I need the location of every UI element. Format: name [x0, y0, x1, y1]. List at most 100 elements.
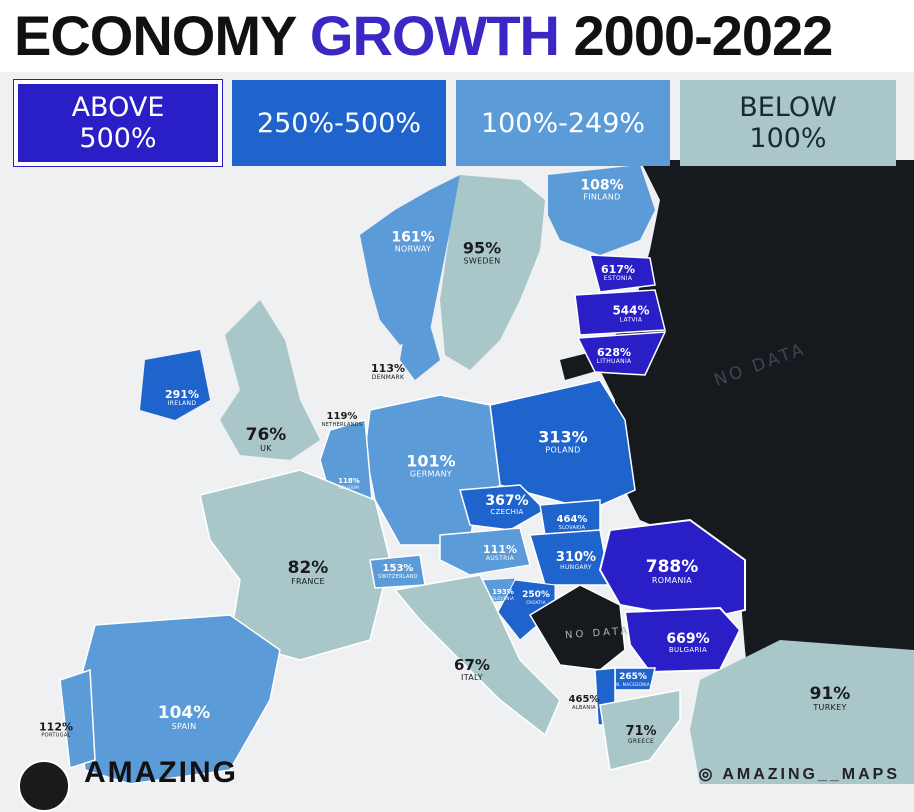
label-greece: 71% GREECE	[625, 725, 656, 745]
label-name: NETHERLANDS	[321, 422, 363, 428]
label-value: 291%	[165, 388, 199, 401]
label-value: 628%	[597, 346, 631, 359]
label-croatia: 250% CROATIA	[522, 591, 550, 605]
label-albania: 465% ALBANIA	[569, 695, 600, 711]
label-lithuania: 628% LITHUANIA	[597, 347, 632, 365]
label-romania: 788% ROMANIA	[646, 559, 699, 585]
label-estonia: 617% ESTONIA	[601, 264, 635, 282]
title-part1: ECONOMY	[14, 4, 310, 67]
label-denmark: 113% DENMARK	[371, 363, 405, 381]
label-name: DENMARK	[371, 374, 405, 381]
label-value: 193%	[492, 588, 514, 596]
label-name: SWITZERLAND	[378, 574, 418, 580]
label-value: 250%	[522, 590, 550, 600]
label-uk: 76% UK	[246, 427, 287, 453]
region-norway	[360, 175, 460, 345]
region-turkey	[690, 640, 914, 784]
label-name: ROMANIA	[651, 576, 693, 585]
label-value: 465%	[568, 694, 600, 705]
label-czechia: 367% CZECHIA	[485, 494, 528, 516]
region-italy	[393, 574, 561, 737]
label-slovenia: 193% SLOVENIA	[492, 589, 514, 601]
label-value: 82%	[287, 558, 329, 578]
legend-item-below-100: BELOW 100%	[680, 80, 896, 166]
label-value: 669%	[666, 631, 710, 647]
label-name: LATVIA	[619, 316, 643, 324]
label-france: 82% FRANCE	[288, 560, 329, 586]
label-name: TURKEY	[813, 703, 847, 712]
label-name: SWEDEN	[463, 256, 501, 266]
label-value: 108%	[580, 177, 624, 194]
label-value: 788%	[645, 557, 699, 577]
label-value: 617%	[601, 263, 635, 276]
label-netherlands: 119% NETHERLANDS	[322, 412, 363, 428]
region-france	[199, 469, 391, 661]
brand-logo-icon	[18, 760, 70, 812]
label-name: SPAIN	[171, 722, 197, 731]
label-value: 313%	[538, 427, 588, 447]
legend-item-250-500: 250%-500%	[232, 80, 446, 166]
credit-handle[interactable]: ◎ AMAZING__MAPS	[698, 766, 900, 783]
label-name: LITHUANIA	[596, 358, 632, 365]
region-czechia	[459, 484, 547, 531]
label-value: 161%	[391, 229, 435, 246]
legend-label: 500%	[79, 123, 157, 154]
legend-item-above-500: ABOVE 500%	[14, 80, 222, 166]
region-no-data-balkans	[528, 584, 626, 671]
region-sweden	[440, 175, 545, 370]
label-name: FINLAND	[583, 192, 621, 202]
legend-label: 250%-500%	[256, 107, 422, 139]
label-ireland: 291% IRELAND	[165, 389, 199, 407]
label-value: 67%	[454, 656, 490, 674]
legend-label: ABOVE	[71, 92, 165, 123]
title-bar: ECONOMY GROWTH 2000-2022	[0, 0, 914, 72]
region-austria	[439, 527, 531, 576]
label-name: POLAND	[545, 445, 581, 455]
label-switzerland: 153% SWITZERLAND	[378, 564, 418, 580]
label-name: N. MACEDONIA	[616, 682, 650, 687]
label-italy: 67% ITALY	[454, 658, 490, 682]
label-germany: 101% GERMANY	[406, 451, 456, 479]
label-value: 91%	[809, 684, 851, 704]
label-name: GERMANY	[409, 469, 453, 479]
label-value: 104%	[157, 703, 211, 723]
label-value: 111%	[483, 543, 517, 556]
label-name: SLOVAKIA	[558, 525, 586, 531]
label-value: 367%	[485, 493, 529, 509]
region-uk	[220, 300, 320, 460]
label-name: BULGARIA	[668, 646, 708, 654]
label-name: ITALY	[461, 673, 483, 682]
label-spain: 104% SPAIN	[158, 705, 211, 731]
label-name: PORTUGAL	[41, 732, 71, 739]
brand-name: AMAZING	[84, 756, 238, 789]
label-poland: 313% POLAND	[538, 427, 588, 455]
label-value: 95%	[462, 238, 502, 258]
region-greece	[599, 689, 681, 771]
label-name: BELGIUM	[338, 485, 360, 490]
label-hungary: 310% HUNGARY	[556, 551, 596, 571]
label-value: 118%	[338, 477, 360, 485]
label-value: 101%	[406, 451, 456, 471]
title-highlight: GROWTH	[309, 4, 560, 67]
region-ireland	[140, 350, 210, 420]
label-turkey: 91% TURKEY	[810, 686, 851, 712]
region-portugal	[59, 668, 96, 769]
label-sweden: 95% SWEDEN	[462, 238, 502, 266]
label-name: CROATIA	[526, 600, 546, 605]
label-austria: 111% AUSTRIA	[483, 544, 517, 562]
label-value: 464%	[556, 514, 588, 525]
label-name: GREECE	[627, 738, 655, 745]
legend-label: BELOW	[739, 92, 837, 123]
label-value: 113%	[371, 362, 405, 375]
label-belgium: 118% BELGIUM	[338, 478, 360, 490]
label-value: 153%	[382, 563, 414, 574]
label-value: 71%	[625, 724, 657, 739]
label-n-macedonia: 265% N. MACEDONIA	[616, 673, 650, 687]
label-value: 310%	[555, 550, 597, 565]
label-portugal: 112% PORTUGAL	[39, 722, 73, 739]
label-slovakia: 464% SLOVAKIA	[557, 515, 588, 531]
region-estonia	[589, 254, 656, 293]
label-name: ESTONIA	[603, 275, 633, 282]
title-part2: 2000-2022	[558, 4, 834, 67]
label-value: 76%	[245, 425, 287, 445]
